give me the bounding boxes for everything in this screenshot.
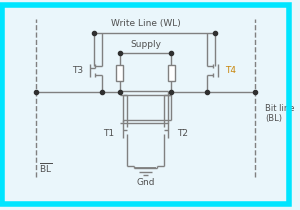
Text: $\overline{\rm BL}$: $\overline{\rm BL}$ (40, 161, 52, 175)
Text: T4: T4 (225, 66, 236, 75)
Text: Bit line
(BL): Bit line (BL) (265, 104, 295, 123)
Text: T3: T3 (72, 66, 83, 75)
Text: T1: T1 (103, 129, 114, 138)
Bar (116, 65, 123, 80)
Text: T2: T2 (177, 129, 188, 138)
Bar (168, 65, 175, 80)
Text: Supply: Supply (130, 40, 161, 49)
Text: Gnd: Gnd (136, 178, 155, 188)
Text: Write Line (WL): Write Line (WL) (111, 19, 180, 28)
